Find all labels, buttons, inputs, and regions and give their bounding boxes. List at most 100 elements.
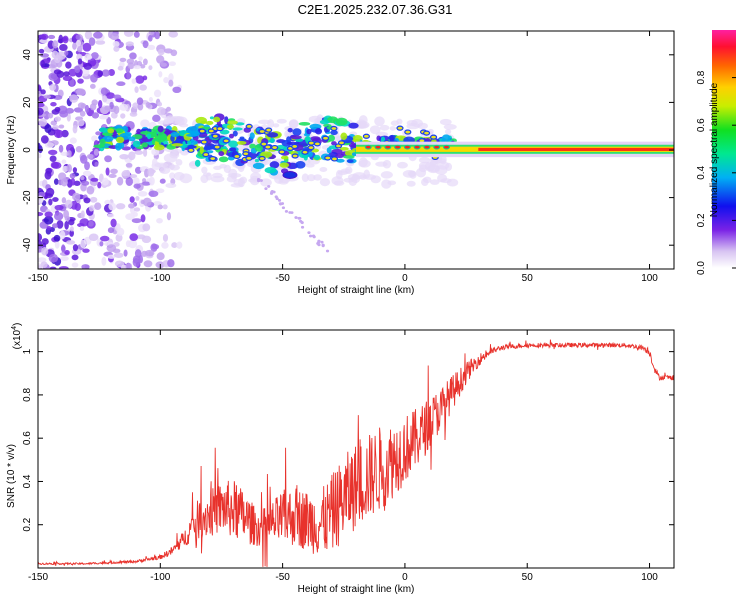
band-blob [157, 125, 164, 133]
noise-blob [133, 207, 141, 212]
noise-blob [89, 196, 98, 203]
noise-blob [40, 135, 49, 144]
carrier-pulse [423, 144, 431, 150]
noise-blob [68, 218, 75, 226]
noise-blob [113, 105, 120, 114]
noise-blob [102, 95, 108, 103]
noise-blob [119, 103, 129, 111]
noise-blob [61, 159, 67, 164]
noise-blob [108, 202, 117, 211]
noise-blob [38, 211, 44, 217]
noise-blob [69, 173, 76, 179]
noise-blob [53, 211, 64, 221]
noise-blob [161, 242, 169, 249]
noise-blob [62, 75, 73, 82]
noise-blob [129, 233, 139, 241]
haze-blob [179, 173, 193, 184]
colorbar-tick-label: 0.2 [696, 213, 707, 227]
noise-blob [88, 205, 94, 212]
noise-blob [125, 240, 131, 248]
noise-blob [82, 42, 92, 52]
noise-blob [142, 197, 152, 207]
noise-blob [148, 96, 153, 102]
noise-blob [123, 31, 134, 37]
band-blob [228, 133, 234, 139]
band-blob [119, 142, 125, 149]
carrier-pulse [364, 144, 372, 150]
haze-blob [443, 124, 457, 130]
bright-cell [291, 143, 299, 150]
noise-blob [66, 143, 74, 153]
noise-blob [132, 102, 139, 109]
noise-blob [80, 210, 85, 219]
noise-blob [116, 176, 124, 186]
bright-cell [330, 125, 338, 132]
haze-blob [278, 179, 289, 185]
noise-blob [38, 153, 42, 159]
band-blob [295, 160, 306, 169]
noise-blob [151, 244, 160, 250]
carrier-pulse [394, 144, 402, 150]
noise-blob [104, 199, 111, 206]
haze-blob [210, 175, 225, 183]
noise-blob [116, 227, 125, 236]
band-blob [330, 130, 338, 136]
streak-dot [294, 216, 298, 219]
colorbar-tick-label: 0.6 [696, 118, 707, 132]
spectrogram-y-tick-label: -20 [22, 190, 33, 205]
carrier-pulse [403, 144, 411, 150]
noise-blob [93, 31, 103, 39]
noise-blob [52, 40, 59, 49]
noise-blob [72, 192, 81, 201]
band-blob [146, 133, 152, 140]
snr-x-axis-label: Height of straight line (km) [298, 584, 415, 595]
band-blob [319, 119, 330, 125]
noise-blob [38, 118, 48, 127]
noise-blob [126, 71, 131, 80]
noise-blob [153, 89, 162, 98]
haze-blob [363, 174, 377, 180]
noise-blob [107, 213, 115, 218]
noise-blob [88, 233, 99, 241]
snr-scale-exponent: 4 [11, 326, 18, 330]
noise-blob [80, 239, 87, 249]
bright-cell [207, 128, 215, 134]
band-blob [298, 122, 311, 126]
haze-blob [375, 161, 388, 167]
noise-blob [72, 124, 78, 134]
noise-blob [40, 53, 50, 58]
noise-blob [90, 177, 99, 182]
noise-blob [91, 135, 98, 142]
band-blob [303, 155, 308, 161]
bright-cell [209, 155, 217, 162]
haze-blob [233, 178, 244, 186]
noise-blob [135, 75, 145, 84]
noise-blob [58, 266, 69, 269]
noise-blob [100, 87, 108, 96]
haze-blob [301, 173, 309, 182]
noise-blob [65, 61, 72, 69]
haze-blob [429, 179, 440, 185]
haze-blob [406, 180, 416, 187]
noise-blob [73, 180, 81, 186]
noise-blob [105, 92, 115, 99]
noise-blob [148, 31, 155, 36]
carrier-pulse [374, 144, 382, 150]
noise-blob [84, 31, 93, 40]
spectrogram-y-tick-label: -40 [22, 238, 33, 253]
noise-blob [69, 137, 77, 144]
noise-blob [120, 113, 126, 119]
noise-blob [113, 45, 120, 52]
noise-blob [115, 203, 126, 210]
bright-cell [337, 140, 346, 146]
noise-blob [40, 59, 45, 68]
spectrogram-y-tick-label: 40 [22, 49, 33, 61]
noise-blob [98, 115, 109, 120]
noise-blob [172, 86, 182, 94]
noise-blob [168, 79, 174, 87]
noise-blob [38, 48, 45, 54]
noise-blob [140, 119, 150, 128]
haze-blob [201, 166, 208, 174]
noise-blob [95, 131, 102, 136]
noise-blob [121, 170, 131, 179]
